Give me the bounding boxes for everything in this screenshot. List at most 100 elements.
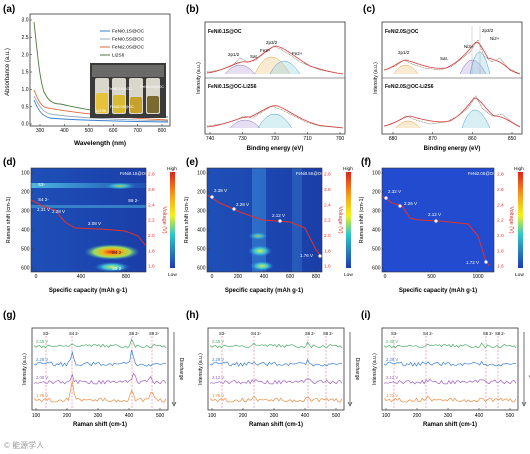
x-ticks: 0 500 1000	[384, 270, 484, 280]
trace-voltage-label: 2.12 V	[386, 375, 398, 380]
raman-trace	[209, 341, 343, 349]
species-marker: S8 2-	[323, 331, 334, 336]
colorbar-low: Low	[515, 272, 524, 278]
watermark: © 能源学人	[4, 440, 44, 450]
voltage-label: 2.38 V	[214, 188, 227, 193]
voltage-curve	[206, 194, 323, 259]
arrow-head	[171, 401, 177, 407]
tick-label: 860	[468, 136, 477, 142]
raman-trace	[33, 372, 167, 385]
tick-label: 720	[271, 136, 280, 142]
tick-label: 300	[372, 209, 381, 215]
peak-label: Fe3+	[260, 48, 271, 53]
tick-label: 100	[382, 413, 391, 419]
panel-label: (g)	[3, 310, 16, 321]
panel-d: (d) 2.31 V 2.28 V 2.08 V S3- S4 2- S6 2-…	[3, 157, 177, 294]
colorbar	[346, 172, 351, 268]
peak-label: 2p3/2	[482, 28, 494, 33]
tick-label: 850	[508, 136, 517, 142]
panel-label: (a)	[3, 4, 15, 15]
trace-voltage-label: 2.35 V	[36, 339, 48, 344]
panel-c: (c) Intensity (a.u.) Binding energy (eV)…	[363, 4, 523, 152]
plot-frame	[207, 327, 345, 411]
sample-title-top: FeNi2.0S@OC	[385, 29, 419, 35]
voltage-tick-label: 2.6	[497, 187, 504, 193]
trace-voltage-label: 2.08 V	[36, 375, 48, 380]
x-axis-label: Binding energy (eV)	[424, 146, 481, 152]
panel-a: (a) Absorbance (a.u.) Wavelength (nm) 3.…	[3, 4, 171, 147]
voltage-tick-label: 1.6	[148, 264, 155, 270]
arrow-head	[521, 401, 527, 407]
tick-label: 400	[260, 274, 269, 280]
fit-envelope-bottom	[383, 97, 521, 128]
voltage-axis-label: Voltage (V)	[161, 206, 167, 233]
sample-corner: FeNi2.0S@OC	[468, 171, 496, 176]
tick-label: 200	[197, 190, 206, 196]
voltage-tick-label: 1.8	[148, 248, 155, 254]
panel-label: (c)	[363, 4, 375, 15]
plot-frame	[30, 167, 147, 273]
tick-label: 400	[197, 228, 206, 234]
sample-corner: FeNi0.5S@OC	[296, 171, 324, 176]
tick-label: 400	[475, 413, 484, 419]
tick-label: 500	[85, 128, 94, 134]
voltage-label: 2.12 V	[428, 212, 441, 217]
raman-trace	[209, 378, 343, 385]
tick-label: 500	[332, 413, 341, 419]
panel-h: (h) Intensity (a.u.) Raman shift (cm-1) 10…	[186, 310, 360, 428]
tick-label: 1.0	[22, 87, 29, 93]
peak-label: Sat.	[250, 54, 258, 59]
species-marker: S3-	[43, 331, 50, 336]
voltage-label: 2.08 V	[88, 221, 101, 226]
tick-label: 600	[286, 274, 295, 280]
discharge-label: Discharge	[528, 358, 530, 381]
trace-voltage-label: 2.29 V	[386, 357, 398, 362]
peak-label: Ni3+	[464, 44, 474, 49]
y-ticks: 100 200 300 400 500 600	[372, 171, 384, 272]
tick-label: 1000	[472, 274, 483, 280]
plot-frame	[381, 327, 519, 411]
tick-label: 870	[428, 136, 437, 142]
panel-i: (i) Intensity (a.u.) Raman shift (cm-1) 10…	[361, 310, 530, 428]
voltage-tick-label: 2.0	[497, 233, 504, 239]
voltage-label: 2.28 V	[52, 209, 65, 214]
legend-label: FeNi0.5S@OC	[112, 37, 145, 43]
x-axis-label: Specific capacity (mAh g-1)	[225, 288, 303, 294]
discharge-label: Discharge	[178, 358, 184, 381]
voltage-tick-label: 2.6	[148, 187, 155, 193]
voltage-tick-label: 1.6	[324, 264, 331, 270]
tick-label: 200	[372, 190, 381, 196]
tick-label: 400	[125, 413, 134, 419]
colorbar-high: High	[343, 166, 353, 172]
trace-voltage-label: 1.76 V	[212, 393, 224, 398]
voltage-label: 2.26 V	[404, 201, 417, 206]
sample-corner: FeNi0.1S@OC	[120, 171, 148, 176]
tick-label: 700	[336, 136, 345, 142]
sample-title-top: FeNi0.1S@OC	[208, 29, 242, 35]
voltage-tick-label: 2.8	[497, 172, 504, 178]
tick-label: 600	[372, 266, 381, 272]
voltage-axis-label: Voltage (V)	[508, 206, 514, 233]
tick-label: 400	[21, 228, 30, 234]
tick-label: 800	[158, 128, 167, 134]
y-axis-label: Absorbance (a.u.)	[5, 48, 11, 96]
colorbar-high: High	[514, 166, 524, 172]
peak-label: Ni2+	[490, 36, 500, 41]
discharge-label: Discharge	[354, 358, 360, 381]
panel-label: (b)	[186, 4, 199, 15]
raw-spectrum-top	[383, 39, 521, 75]
inset-photo: Li2S6 FeNi0.1S@OC FeNi2.0S@OC FeNi0.5S@O…	[90, 63, 166, 118]
voltage-tick-label: 2.0	[324, 233, 331, 239]
panel-label: (f)	[361, 157, 371, 168]
tick-label: 400	[60, 128, 69, 134]
voltage-label: 2.31 V	[37, 207, 50, 212]
tick-label: 100	[372, 171, 381, 177]
species-label: S3-	[38, 182, 46, 187]
raman-trace	[209, 395, 343, 403]
hot-spot-main	[84, 244, 140, 260]
y-axis-label: Raman shift (cm-1)	[6, 196, 12, 243]
species-label: S4 2-	[38, 197, 49, 202]
peak-label: Sat.	[440, 56, 448, 61]
y-axis-label: Intensity (a.u.)	[22, 353, 28, 385]
voltage-label: 1.72 V	[466, 260, 479, 265]
